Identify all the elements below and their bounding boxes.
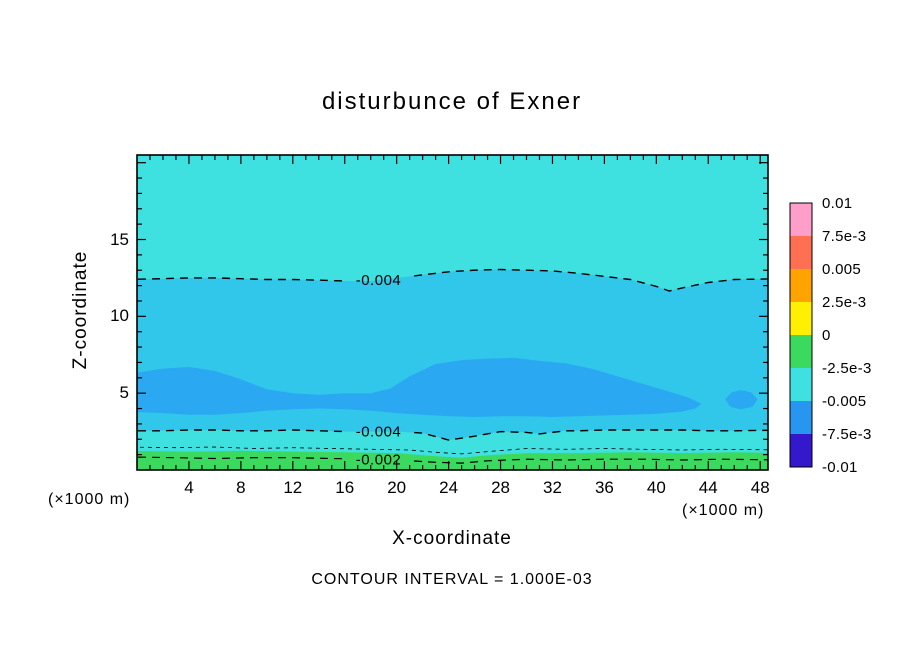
plot-area: -0.004 -0.004 -0.002 (137, 155, 768, 470)
fill-surface-green (137, 450, 768, 470)
colorbar-segment (790, 401, 812, 434)
x-tick-label: 44 (698, 478, 718, 497)
chart-title: disturbunce of Exner (321, 88, 583, 115)
contour-label: -0.004 (356, 272, 402, 289)
colorbar-segment (790, 335, 812, 368)
colorbar-segment (790, 203, 812, 236)
colorbar-label: 0.01 (822, 195, 853, 212)
z-tick-label: 10 (110, 306, 129, 326)
colorbar-label: -0.01 (822, 459, 858, 476)
axis-ticks (137, 155, 768, 470)
x-tick-label: 48 (750, 478, 770, 497)
colorbar-frame (789, 202, 813, 468)
colorbar-label: -0.005 (822, 393, 867, 410)
y-unit-label: (×1000 m) (48, 491, 131, 508)
z-tick-label: 15 (110, 229, 129, 249)
x-axis-label: X-coordinate (392, 528, 512, 549)
colorbar-segment (790, 302, 812, 335)
fill-deep-blob-right (725, 390, 758, 410)
contour-line--0.002 (137, 456, 343, 460)
x-unit-label: (×1000 m) (682, 502, 765, 519)
contour-line--0.004 (414, 268, 768, 292)
colorbar-label: 0.005 (822, 261, 862, 278)
x-tick-label: 24 (439, 478, 459, 497)
x-tick-label: 40 (646, 478, 666, 497)
colorbar-segment (790, 368, 812, 401)
colorbar-label: -2.5e-3 (822, 360, 872, 377)
x-tick-label: 16 (335, 478, 355, 497)
contour-label: -0.004 (356, 424, 402, 441)
x-tick-label: 4 (184, 478, 194, 497)
x-tick-label: 12 (283, 478, 303, 497)
colorbar-label: -7.5e-3 (822, 426, 872, 443)
x-tick-label: 8 (236, 478, 246, 497)
contour-interval-note: CONTOUR INTERVAL = 1.000E-03 (311, 571, 593, 588)
colorbar-segment (790, 236, 812, 269)
fill-deep-band (137, 357, 702, 417)
z-tick-label: 5 (119, 383, 129, 403)
x-tick-label: 36 (594, 478, 614, 497)
colorbar-label: 7.5e-3 (822, 228, 867, 245)
colorbar-segment (790, 434, 812, 467)
x-tick-label: 32 (543, 478, 562, 497)
colorbar-segment (790, 269, 812, 302)
x-tick-label: 20 (387, 478, 407, 497)
contour-line--0.004 (137, 277, 343, 282)
colorbar-label: 2.5e-3 (822, 294, 867, 311)
contour-line--0.002 (414, 458, 768, 464)
contour-line--0.004 (137, 429, 343, 433)
contour-line (137, 446, 768, 455)
contour-label: -0.002 (356, 452, 402, 469)
plot-frame (136, 154, 769, 471)
colorbar-label: 0 (822, 327, 831, 344)
x-tick-label: 28 (491, 478, 510, 497)
contour-line--0.004 (414, 429, 768, 441)
